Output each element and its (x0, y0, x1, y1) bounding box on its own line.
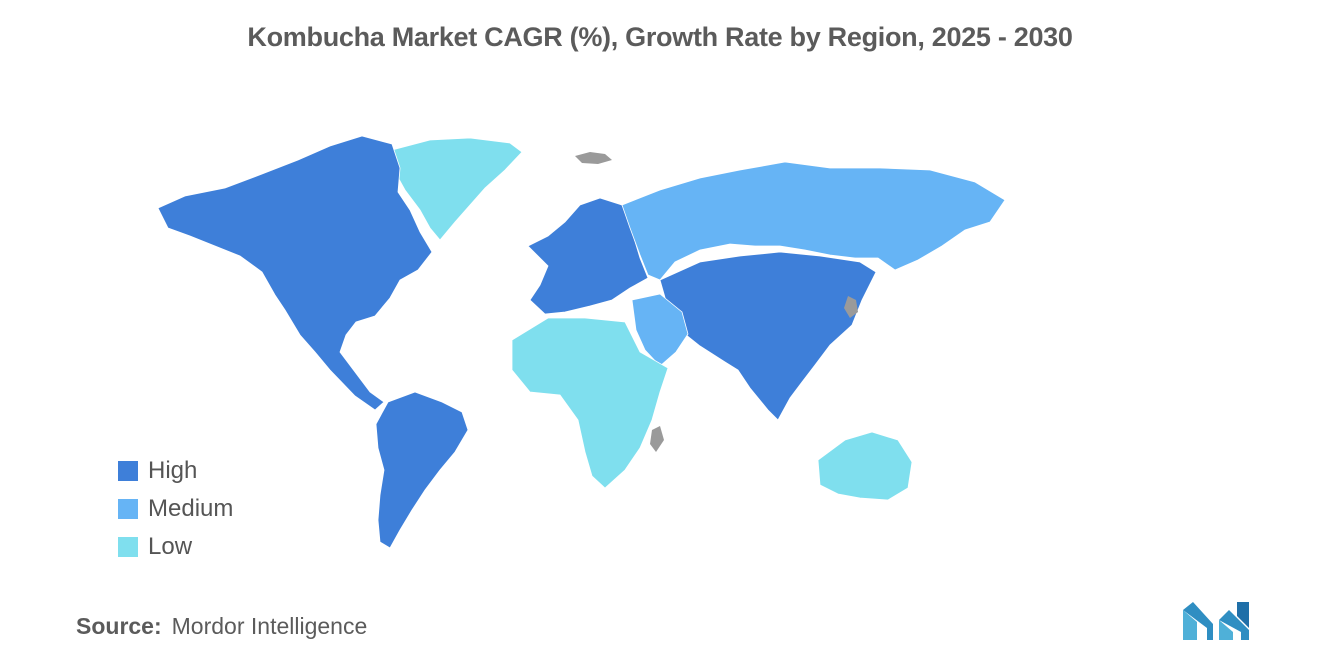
map-legend: High Medium Low (118, 452, 233, 566)
legend-swatch-low (118, 537, 138, 557)
region-australia (817, 431, 913, 501)
legend-item-low: Low (118, 528, 233, 566)
region-north-america (157, 135, 433, 411)
legend-swatch-high (118, 461, 138, 481)
region-europe (527, 197, 649, 315)
legend-swatch-medium (118, 499, 138, 519)
source-label: Source: (76, 613, 162, 639)
legend-item-high: High (118, 452, 233, 490)
region-south-america (375, 391, 469, 549)
mordor-intelligence-logo-icon (1183, 602, 1249, 640)
legend-item-medium: Medium (118, 490, 233, 528)
source-line: Source: Mordor Intelligence (76, 613, 367, 640)
region-middle-east (631, 293, 689, 367)
region-russia (621, 161, 1006, 281)
chart-title: Kombucha Market CAGR (%), Growth Rate by… (247, 22, 1073, 52)
svalbard-island (575, 152, 612, 164)
legend-label-high: High (148, 457, 198, 484)
region-greenland (391, 137, 523, 241)
madagascar-island (650, 426, 664, 452)
legend-label-low: Low (148, 533, 193, 560)
region-asia (659, 251, 877, 421)
region-africa (511, 317, 669, 489)
source-value: Mordor Intelligence (171, 613, 368, 639)
korea-peninsula (844, 296, 858, 318)
legend-label-medium: Medium (148, 495, 234, 522)
